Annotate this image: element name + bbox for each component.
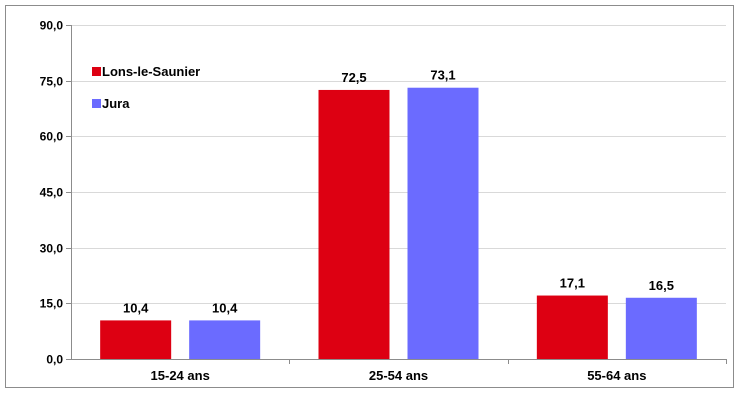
bar (536, 295, 608, 359)
y-tick-label: 90,0 (40, 19, 64, 33)
data-label: 16,5 (649, 278, 674, 293)
gridlines (71, 25, 726, 304)
legend-swatch (92, 67, 101, 76)
data-label: 72,5 (341, 70, 366, 85)
legend-label: Jura (102, 96, 130, 111)
data-labels: 10,4 10,4 72,5 73,1 17,1 16,5 (123, 68, 674, 316)
data-label: 10,4 (123, 300, 149, 315)
x-tick-label: 15-24 ans (151, 368, 210, 383)
y-tick-label: 30,0 (40, 242, 64, 256)
y-tick-label: 0,0 (46, 353, 63, 367)
legend: Lons-le-Saunier Jura (92, 64, 200, 111)
y-tick-label: 60,0 (40, 130, 64, 144)
bar (318, 89, 390, 359)
bar (625, 297, 697, 359)
y-tick-label: 75,0 (40, 75, 64, 89)
x-tick-label: 55-64 ans (587, 368, 646, 383)
data-label: 73,1 (430, 68, 455, 83)
bars (100, 87, 697, 360)
bar (407, 87, 479, 360)
legend-label: Lons-le-Saunier (102, 64, 200, 79)
data-label: 17,1 (560, 276, 585, 291)
y-tick-label: 45,0 (40, 186, 64, 200)
axes: 0,0 15,0 30,0 45,0 60,0 75,0 90,0 15-24 ans 25-5… (40, 19, 727, 383)
data-label: 10,4 (212, 300, 238, 315)
x-tick-label: 25-54 ans (369, 368, 428, 383)
y-tick-label: 15,0 (40, 297, 64, 311)
bar (189, 320, 261, 359)
bar (100, 320, 172, 359)
legend-swatch (92, 99, 101, 108)
